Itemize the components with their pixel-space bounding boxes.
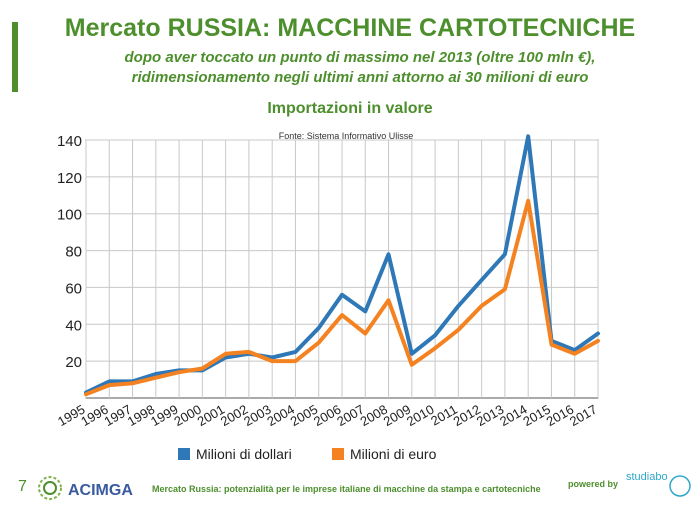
subtitle-line-2: ridimensionamento negli ultimi anni atto… (131, 69, 589, 86)
legend-swatch (332, 448, 344, 460)
chart-title: Importazioni in valore (267, 100, 433, 117)
page-number: 7 (18, 478, 27, 495)
legend-label: Milioni di dollari (196, 446, 292, 462)
y-tick-label: 120 (57, 170, 82, 187)
line-chart: 2040608010012014019951996199719981999200… (55, 131, 600, 462)
slide-subtitle: dopo aver toccato un punto di massimo ne… (60, 48, 660, 88)
y-tick-label: 40 (65, 317, 82, 334)
y-tick-label: 80 (65, 244, 82, 261)
accent-bar (12, 22, 18, 92)
powered-by: powered by (568, 479, 619, 489)
y-tick-label: 20 (65, 354, 82, 371)
series-line-1 (84, 134, 600, 395)
footer-text: Mercato Russia: potenzialità per le impr… (152, 484, 541, 494)
legend-label: Milioni di euro (350, 446, 437, 462)
y-tick-label: 60 (65, 280, 82, 297)
y-tick-label: 140 (57, 133, 82, 150)
acimga-logo-text: ACIMGA (68, 482, 133, 499)
acimga-logo: ACIMGA (38, 476, 133, 500)
y-tick-label: 100 (57, 207, 82, 224)
legend-swatch (178, 448, 190, 460)
subtitle-line-1: dopo aver toccato un punto di massimo ne… (124, 49, 596, 66)
source-note: Fonte: Sistema Informativo Ulisse (279, 131, 414, 141)
studiabo-logo-text: studiabo (626, 471, 668, 483)
slide-title: Mercato RUSSIA: MACCHINE CARTOTECNICHE (64, 14, 636, 42)
x-tick-label: 2017 (567, 402, 600, 429)
series-line-2 (84, 198, 600, 397)
studiabo-logo: studiabo (626, 471, 691, 497)
